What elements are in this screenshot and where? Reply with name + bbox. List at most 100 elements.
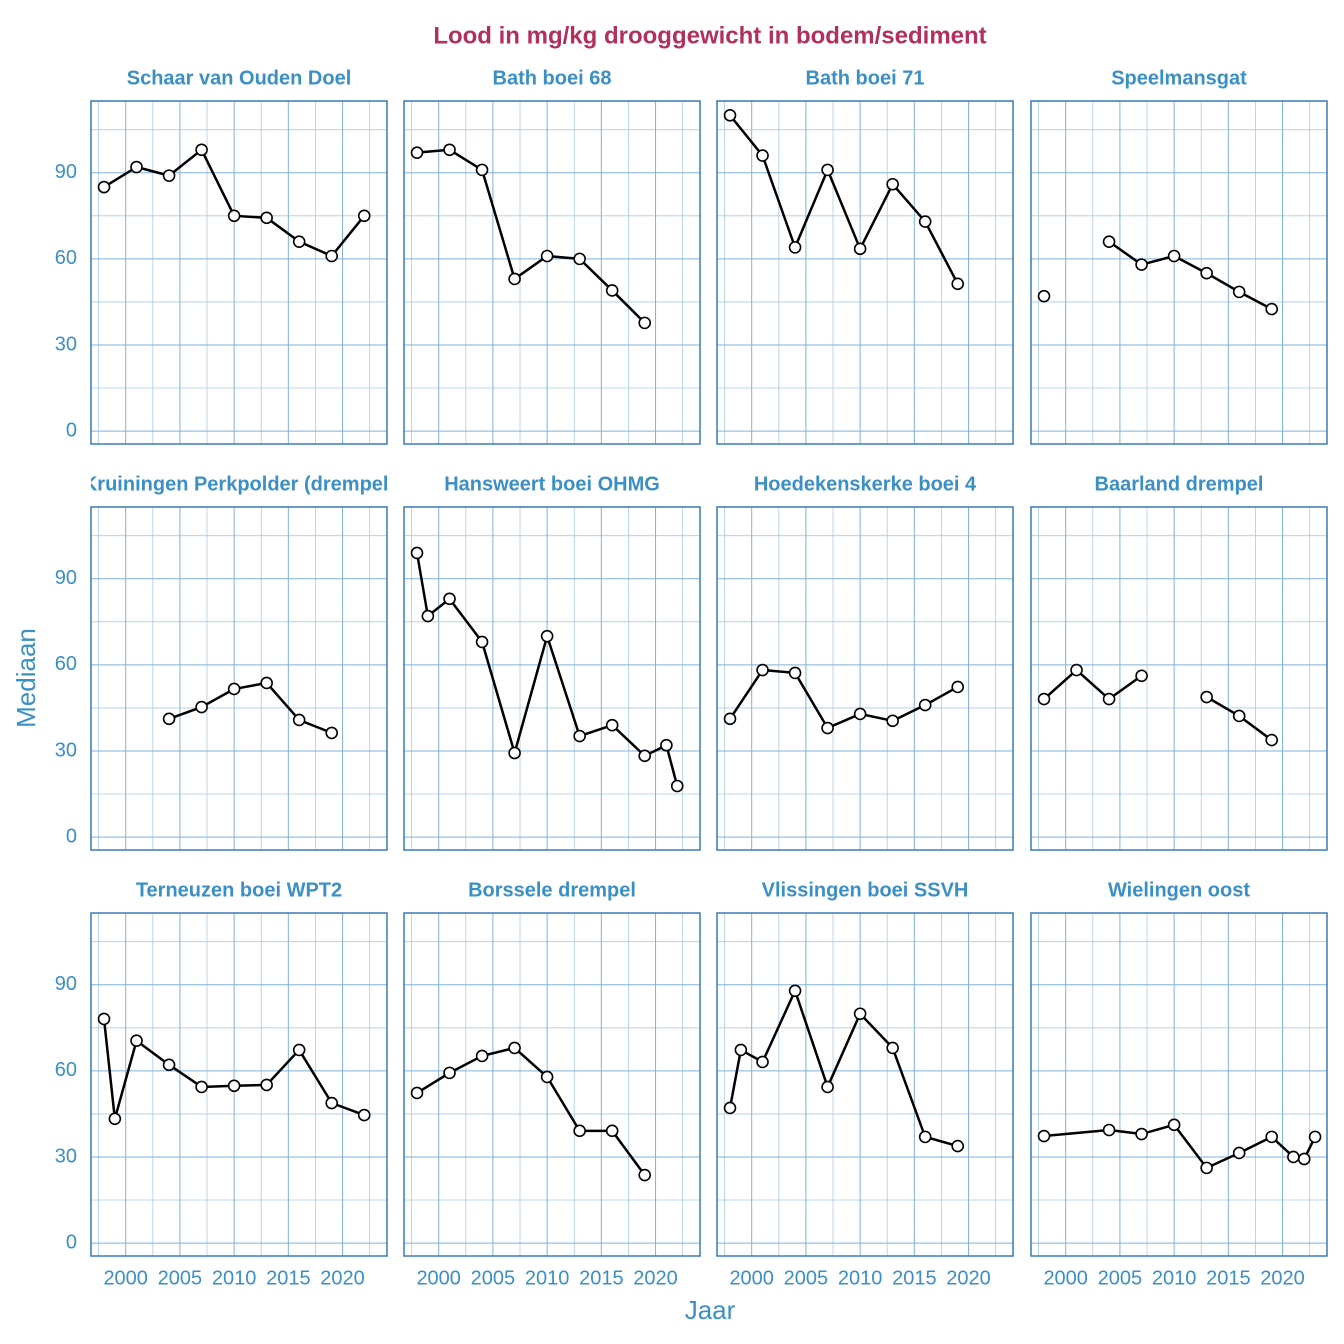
- point: [162, 712, 176, 726]
- x-tick-label: 2000: [1043, 1267, 1088, 1289]
- point: [410, 546, 424, 560]
- point: [1287, 1150, 1300, 1164]
- y-tick-label: 30: [55, 739, 77, 761]
- panel-border: [716, 912, 1014, 1257]
- point: [162, 1058, 176, 1072]
- point: [638, 316, 652, 330]
- x-tick-label: 2000: [103, 1267, 148, 1289]
- point: [723, 1101, 737, 1115]
- point: [260, 1078, 273, 1092]
- x-tick-label: 2015: [892, 1267, 937, 1289]
- x-tick-label: 2015: [579, 1267, 624, 1289]
- x-tick-label: 2010: [1152, 1267, 1197, 1289]
- panel-title: Speelmansgat: [1111, 67, 1247, 89]
- point: [475, 163, 489, 177]
- y-tick-label: 0: [66, 1231, 77, 1253]
- line: [102, 1018, 365, 1121]
- point: [734, 1043, 748, 1057]
- point: [951, 680, 965, 694]
- point: [1135, 1127, 1148, 1141]
- point: [443, 592, 456, 606]
- point: [756, 663, 769, 677]
- point: [723, 109, 737, 122]
- point: [292, 1043, 306, 1057]
- point: [475, 635, 489, 649]
- point: [1265, 1130, 1279, 1144]
- point: [1265, 733, 1279, 747]
- point: [1232, 285, 1246, 299]
- point: [325, 249, 339, 263]
- y-tick-label: 90: [55, 973, 77, 995]
- x-tick-label: 2020: [1260, 1267, 1305, 1289]
- panel-border: [403, 912, 701, 1257]
- point: [821, 1080, 834, 1094]
- point: [1308, 1130, 1322, 1144]
- point: [227, 1079, 241, 1093]
- point: [1102, 1123, 1116, 1137]
- panel-title: Wielingen oost: [1108, 879, 1250, 901]
- point: [540, 1070, 554, 1084]
- point: [605, 718, 619, 732]
- point: [325, 1096, 339, 1110]
- point: [97, 1012, 111, 1026]
- panel-border: [1030, 506, 1328, 851]
- y-tick-label: 30: [55, 1145, 77, 1167]
- point: [1037, 289, 1051, 303]
- y-tick-label: 60: [55, 653, 77, 675]
- point: [1297, 1152, 1311, 1166]
- point: [227, 682, 241, 696]
- panel-border: [90, 100, 388, 445]
- point: [756, 149, 769, 162]
- panel-title: Schaar van Ouden Doel: [127, 67, 352, 89]
- line: [1108, 240, 1273, 311]
- point: [1135, 669, 1148, 683]
- panel-border: [1030, 912, 1328, 1257]
- point: [540, 629, 554, 643]
- y-tick-label: 60: [55, 247, 77, 269]
- point: [508, 1041, 521, 1055]
- x-tick-label: 2010: [525, 1267, 570, 1289]
- point: [1102, 692, 1116, 706]
- point: [853, 242, 867, 256]
- point: [788, 984, 802, 998]
- point: [540, 249, 554, 263]
- x-tick-label: 2015: [266, 1267, 311, 1289]
- point: [195, 700, 208, 714]
- point: [821, 163, 834, 177]
- panel-title: Bath boei 68: [493, 67, 612, 89]
- point: [853, 707, 867, 721]
- point: [108, 1112, 122, 1126]
- point: [1037, 692, 1051, 706]
- point: [1265, 302, 1279, 316]
- point: [443, 1066, 456, 1080]
- point: [421, 609, 435, 623]
- y-tick-label: 60: [55, 1059, 77, 1081]
- point: [162, 169, 176, 182]
- point: [325, 726, 339, 740]
- point: [260, 211, 273, 225]
- x-tick-label: 2020: [320, 1267, 365, 1289]
- panel-title: Hoedekenskerke boei 4: [754, 473, 977, 495]
- point: [130, 160, 143, 174]
- point: [1102, 235, 1116, 248]
- x-tick-label: 2010: [838, 1267, 883, 1289]
- point: [951, 277, 965, 291]
- point: [1167, 1118, 1181, 1132]
- x-tick-label: 2015: [1206, 1267, 1251, 1289]
- point: [1167, 249, 1181, 263]
- x-tick-label: 2005: [784, 1267, 829, 1289]
- point: [638, 1168, 652, 1182]
- x-tick-label: 2000: [416, 1267, 461, 1289]
- point: [886, 1041, 899, 1055]
- point: [357, 1108, 371, 1122]
- x-tick-label: 2005: [158, 1267, 203, 1289]
- x-tick-label: 2005: [1098, 1267, 1143, 1289]
- y-tick-label: 0: [66, 419, 77, 441]
- panel-title: Bath boei 71: [806, 67, 925, 89]
- y-tick-label: 30: [55, 333, 77, 355]
- point: [1135, 258, 1148, 271]
- y-tick-label: 0: [66, 825, 77, 847]
- panel-title: Borssele drempel: [468, 879, 636, 901]
